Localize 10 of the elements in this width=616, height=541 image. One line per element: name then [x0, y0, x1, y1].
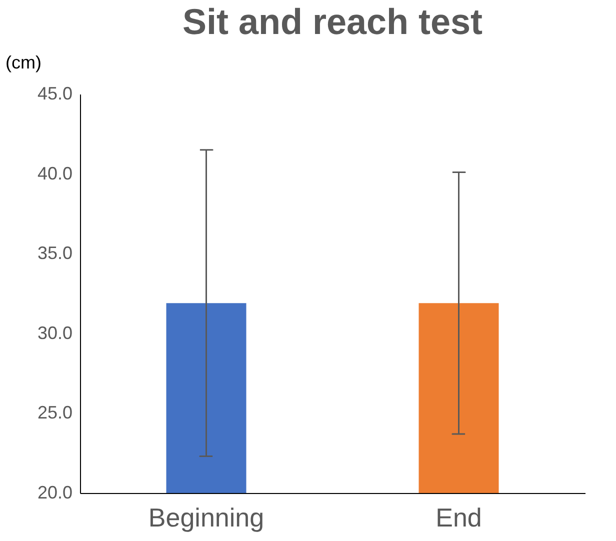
y-tick-label: 35.0 — [37, 243, 72, 264]
y-axis-title: (cm) — [6, 52, 42, 72]
y-tick-label: 20.0 — [37, 482, 72, 502]
y-tick-label: 30.0 — [37, 322, 72, 343]
x-tick-label: Beginning — [148, 502, 264, 532]
chart-title: Sit and reach test — [182, 1, 483, 42]
y-tick-label: 40.0 — [37, 163, 72, 184]
y-tick-label: 45.0 — [37, 84, 72, 104]
x-tick-label: End — [436, 502, 482, 532]
y-tick-label: 25.0 — [37, 402, 72, 423]
